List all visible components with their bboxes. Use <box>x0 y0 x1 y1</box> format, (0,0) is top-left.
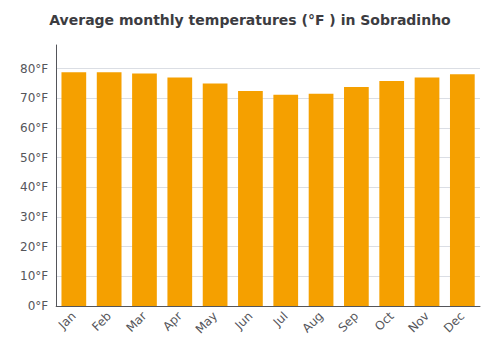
svg-text:30°F: 30°F <box>20 210 48 224</box>
svg-text:Mar: Mar <box>124 309 150 335</box>
svg-text:0°F: 0°F <box>28 299 49 313</box>
svg-text:50°F: 50°F <box>20 151 48 165</box>
svg-text:Feb: Feb <box>89 309 114 334</box>
svg-text:Nov: Nov <box>406 309 432 335</box>
svg-text:70°F: 70°F <box>20 91 48 105</box>
svg-text:Average monthly temperatures (: Average monthly temperatures (°F ) in So… <box>49 12 451 28</box>
svg-text:May: May <box>193 309 220 336</box>
svg-text:40°F: 40°F <box>20 180 48 194</box>
svg-text:Jan: Jan <box>55 309 79 333</box>
svg-text:60°F: 60°F <box>20 121 48 135</box>
svg-text:80°F: 80°F <box>20 62 48 76</box>
svg-text:10°F: 10°F <box>20 269 48 283</box>
svg-text:Jun: Jun <box>232 309 256 333</box>
svg-text:20°F: 20°F <box>20 240 48 254</box>
svg-text:Dec: Dec <box>441 309 467 335</box>
svg-text:Oct: Oct <box>372 309 397 334</box>
svg-text:Jul: Jul <box>270 309 291 330</box>
svg-text:Apr: Apr <box>160 309 185 334</box>
svg-text:Sep: Sep <box>335 309 361 335</box>
svg-text:Aug: Aug <box>300 309 326 335</box>
